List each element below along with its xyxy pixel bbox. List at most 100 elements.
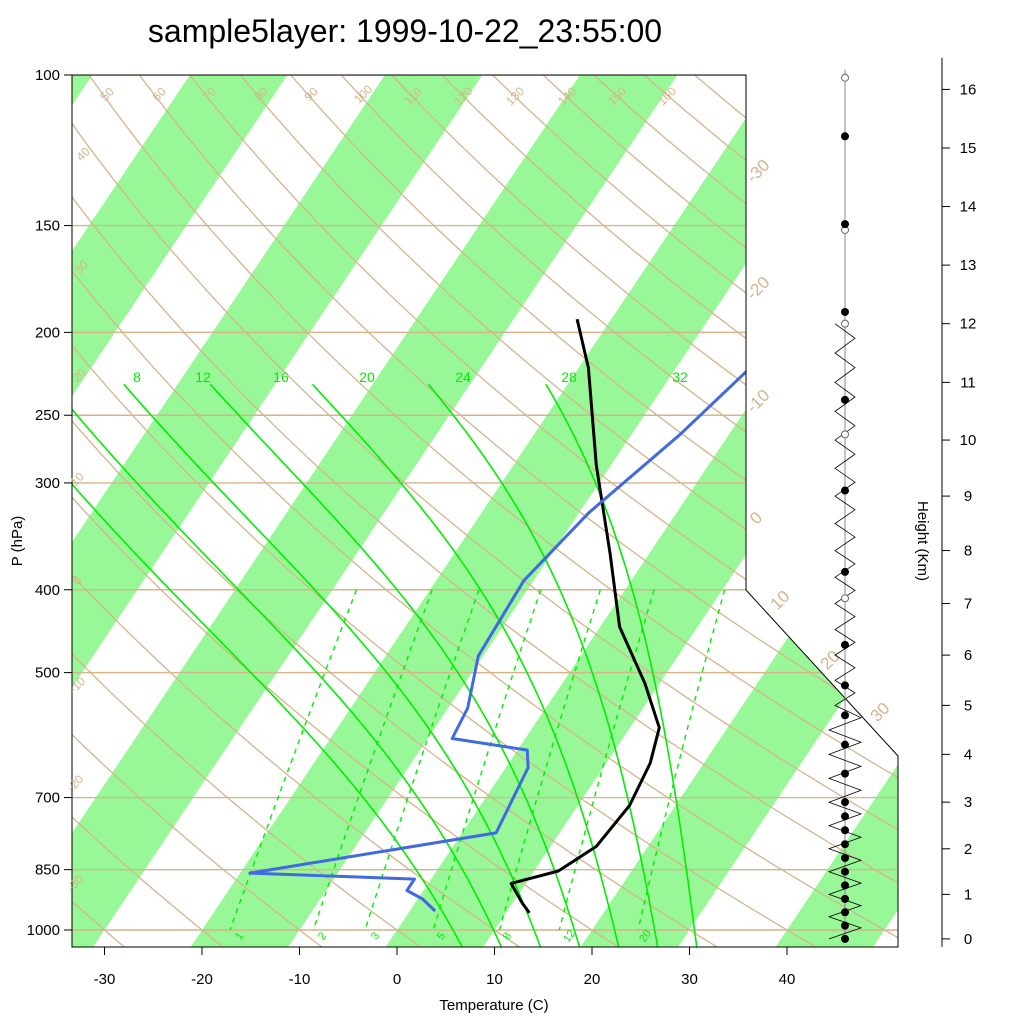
dry-adiabat — [72, 75, 898, 947]
moist-adiabat — [123, 383, 542, 947]
dry-adiabat — [72, 75, 225, 947]
wind-level-marker — [841, 826, 849, 835]
sounding-profiles — [248, 318, 803, 914]
height-tick-label: 7 — [964, 596, 972, 613]
temperature-tick-label: 30 — [681, 971, 698, 988]
wind-level-marker — [841, 220, 849, 229]
height-tick-label: 2 — [964, 841, 972, 858]
moist-adiabat-label: 32 — [672, 369, 688, 385]
temperature-band — [579, 75, 898, 947]
dry-adiabat-label: 40 — [73, 144, 93, 164]
wind-level-marker — [841, 640, 849, 649]
wind-level-marker — [841, 894, 849, 903]
height-tick-label: 15 — [960, 140, 977, 157]
wind-level-marker — [841, 854, 849, 863]
dry-adiabat — [159, 75, 898, 947]
temperature-tick-label: 40 — [779, 971, 796, 988]
isotherm-label: 30 — [867, 699, 894, 726]
wind-open-marker — [841, 319, 849, 328]
x-axis-title: Temperature (C) — [439, 997, 548, 1014]
pressure-tick-label: 850 — [35, 862, 60, 879]
isotherm-label: -10 — [743, 386, 774, 417]
plot-area — [72, 75, 1024, 948]
wind-level-marker — [841, 567, 849, 576]
pressure-tick-label: 500 — [35, 665, 60, 682]
dry-adiabat — [600, 75, 898, 947]
isotherm-label: 20 — [817, 647, 844, 674]
dry-adiabat-label: -10 — [66, 674, 88, 696]
moist-adiabat — [311, 383, 620, 947]
temperature-axis: -30 -20 -10 0 10 20 30 40 — [94, 947, 796, 988]
temperature-band — [774, 75, 898, 947]
pressure-tick-label: 150 — [35, 218, 60, 235]
mixing-ratio-label: 1 — [233, 930, 246, 942]
chart-title: sample5layer: 1999-10-22_23:55:00 — [148, 13, 662, 49]
wind-level-marker — [841, 867, 849, 876]
dry-adiabat — [72, 75, 898, 947]
pressure-tick-label: 700 — [35, 790, 60, 807]
mixing-ratio-line — [312, 589, 433, 931]
moist-adiabat — [72, 383, 464, 947]
isotherm-label: 10 — [767, 587, 794, 614]
wind-level-marker — [841, 711, 849, 720]
temperature-profile-line — [509, 318, 661, 914]
dry-adiabat — [72, 75, 898, 947]
wind-level-marker — [841, 132, 849, 141]
wind-level-marker — [841, 681, 849, 690]
wind-open-marker — [841, 73, 849, 82]
height-tick-label: 6 — [964, 647, 972, 664]
mixing-ratio-line — [229, 589, 358, 931]
dry-adiabat — [306, 75, 898, 947]
temperature-tick-label: -20 — [191, 971, 213, 988]
temperature-band — [970, 75, 1024, 948]
wind-level-marker — [841, 881, 849, 890]
height-tick-label: 10 — [960, 432, 977, 449]
wind-level-marker — [841, 740, 849, 749]
wind-level-marker — [841, 934, 849, 943]
dry-adiabat — [72, 75, 621, 947]
moist-adiabat — [72, 383, 503, 947]
moist-adiabat — [545, 383, 698, 947]
dry-adiabat-label: 50 — [97, 84, 117, 104]
wind-level-marker — [841, 908, 849, 917]
temperature-tick-label: 10 — [486, 971, 503, 988]
height-tick-label: 16 — [960, 81, 977, 98]
dry-adiabat-label: 60 — [149, 84, 169, 104]
temperature-bands — [72, 75, 1024, 948]
dry-adiabat — [72, 75, 324, 947]
dry-adiabat — [72, 75, 720, 947]
pressure-tick-label: 200 — [35, 324, 60, 341]
isobar-lines — [72, 75, 898, 931]
pressure-tick-label: 100 — [35, 67, 60, 84]
dry-adiabat — [72, 75, 522, 947]
wind-open-marker — [841, 430, 849, 439]
height-axis-title: Height (Km) — [914, 501, 931, 581]
wind-open-marker — [841, 594, 849, 603]
dry-adiabat-label: -20 — [64, 772, 86, 794]
mixing-ratio-label: 2 — [316, 930, 329, 942]
wind-level-marker — [841, 769, 849, 778]
height-tick-label: 3 — [964, 794, 972, 811]
height-tick-label: 13 — [960, 257, 977, 274]
moist-adiabat-label: 24 — [455, 369, 471, 385]
dewpoint-profile-line — [248, 318, 803, 913]
isotherm-label: -20 — [743, 273, 774, 304]
height-tick-label: 4 — [964, 746, 972, 763]
wind-level-marker — [841, 812, 849, 821]
moist-adiabat-label: 16 — [273, 369, 289, 385]
dry-adiabat-label: 90 — [301, 84, 321, 104]
moist-adiabat — [209, 383, 581, 947]
wind-level-marker — [841, 798, 849, 807]
height-tick-label: 5 — [964, 697, 972, 714]
mixing-ratio-label: 12 — [561, 928, 578, 945]
pressure-axis: 100 150 200 250 300 400 500 700 850 1000 — [27, 67, 72, 939]
wind-barbs — [827, 323, 863, 940]
moist-adiabat-label: 8 — [133, 369, 141, 385]
isotherm-label: -30 — [743, 156, 774, 187]
height-tick-label: 14 — [960, 199, 977, 216]
dry-adiabat — [72, 75, 819, 947]
mixing-ratio-lines — [229, 589, 726, 931]
height-tick-label: 9 — [964, 488, 972, 505]
temperature-band — [189, 75, 873, 947]
